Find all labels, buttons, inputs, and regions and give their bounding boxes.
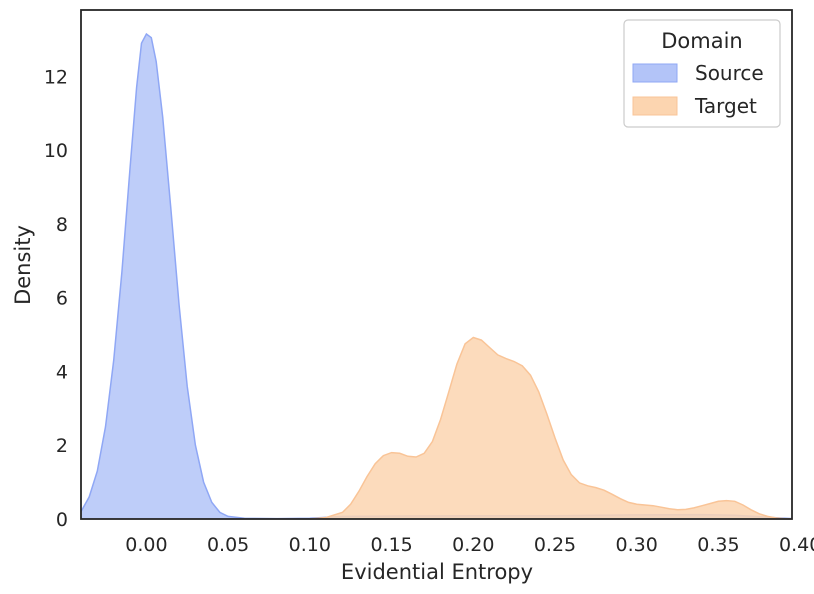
legend-label-target: Target	[694, 94, 757, 118]
x-tick-label: 0.10	[289, 534, 331, 556]
y-tick-label: 2	[56, 435, 68, 457]
legend-swatch-target	[632, 96, 678, 116]
x-axis-title: Evidential Entropy	[341, 560, 533, 584]
x-tick-label: 0.25	[534, 534, 576, 556]
y-tick-label: 0	[56, 509, 68, 531]
y-tick-label: 6	[56, 288, 68, 310]
y-tick-label: 8	[56, 214, 68, 236]
y-tick-label: 12	[44, 66, 68, 88]
y-tick-label: 4	[56, 362, 68, 384]
x-tick-label: 0.40	[779, 534, 814, 556]
legend-swatch-source	[632, 63, 678, 83]
plot-frame	[80, 9, 793, 520]
x-tick-label: 0.15	[370, 534, 412, 556]
legend-title: Domain	[661, 29, 743, 53]
x-tick-label: 0.30	[616, 534, 658, 556]
series-layer	[80, 32, 793, 520]
legend: Domain Source Target	[623, 19, 781, 128]
x-tick-label: 0.00	[125, 534, 167, 556]
y-tick-labels: 0 2 4 6 8 10 12	[44, 66, 68, 531]
y-tick-label: 10	[44, 140, 68, 162]
density-area-target	[309, 337, 792, 519]
legend-label-source: Source	[695, 61, 764, 85]
density-area-source	[81, 34, 792, 519]
density-line-target	[309, 336, 793, 520]
x-tick-labels: 0.00 0.05 0.10 0.15 0.20 0.25 0.30 0.35 0.40	[125, 534, 814, 556]
x-tick-label: 0.05	[207, 534, 249, 556]
y-axis-title: Density	[11, 225, 35, 305]
x-tick-label: 0.35	[697, 534, 739, 556]
x-tick-label: 0.20	[452, 534, 494, 556]
